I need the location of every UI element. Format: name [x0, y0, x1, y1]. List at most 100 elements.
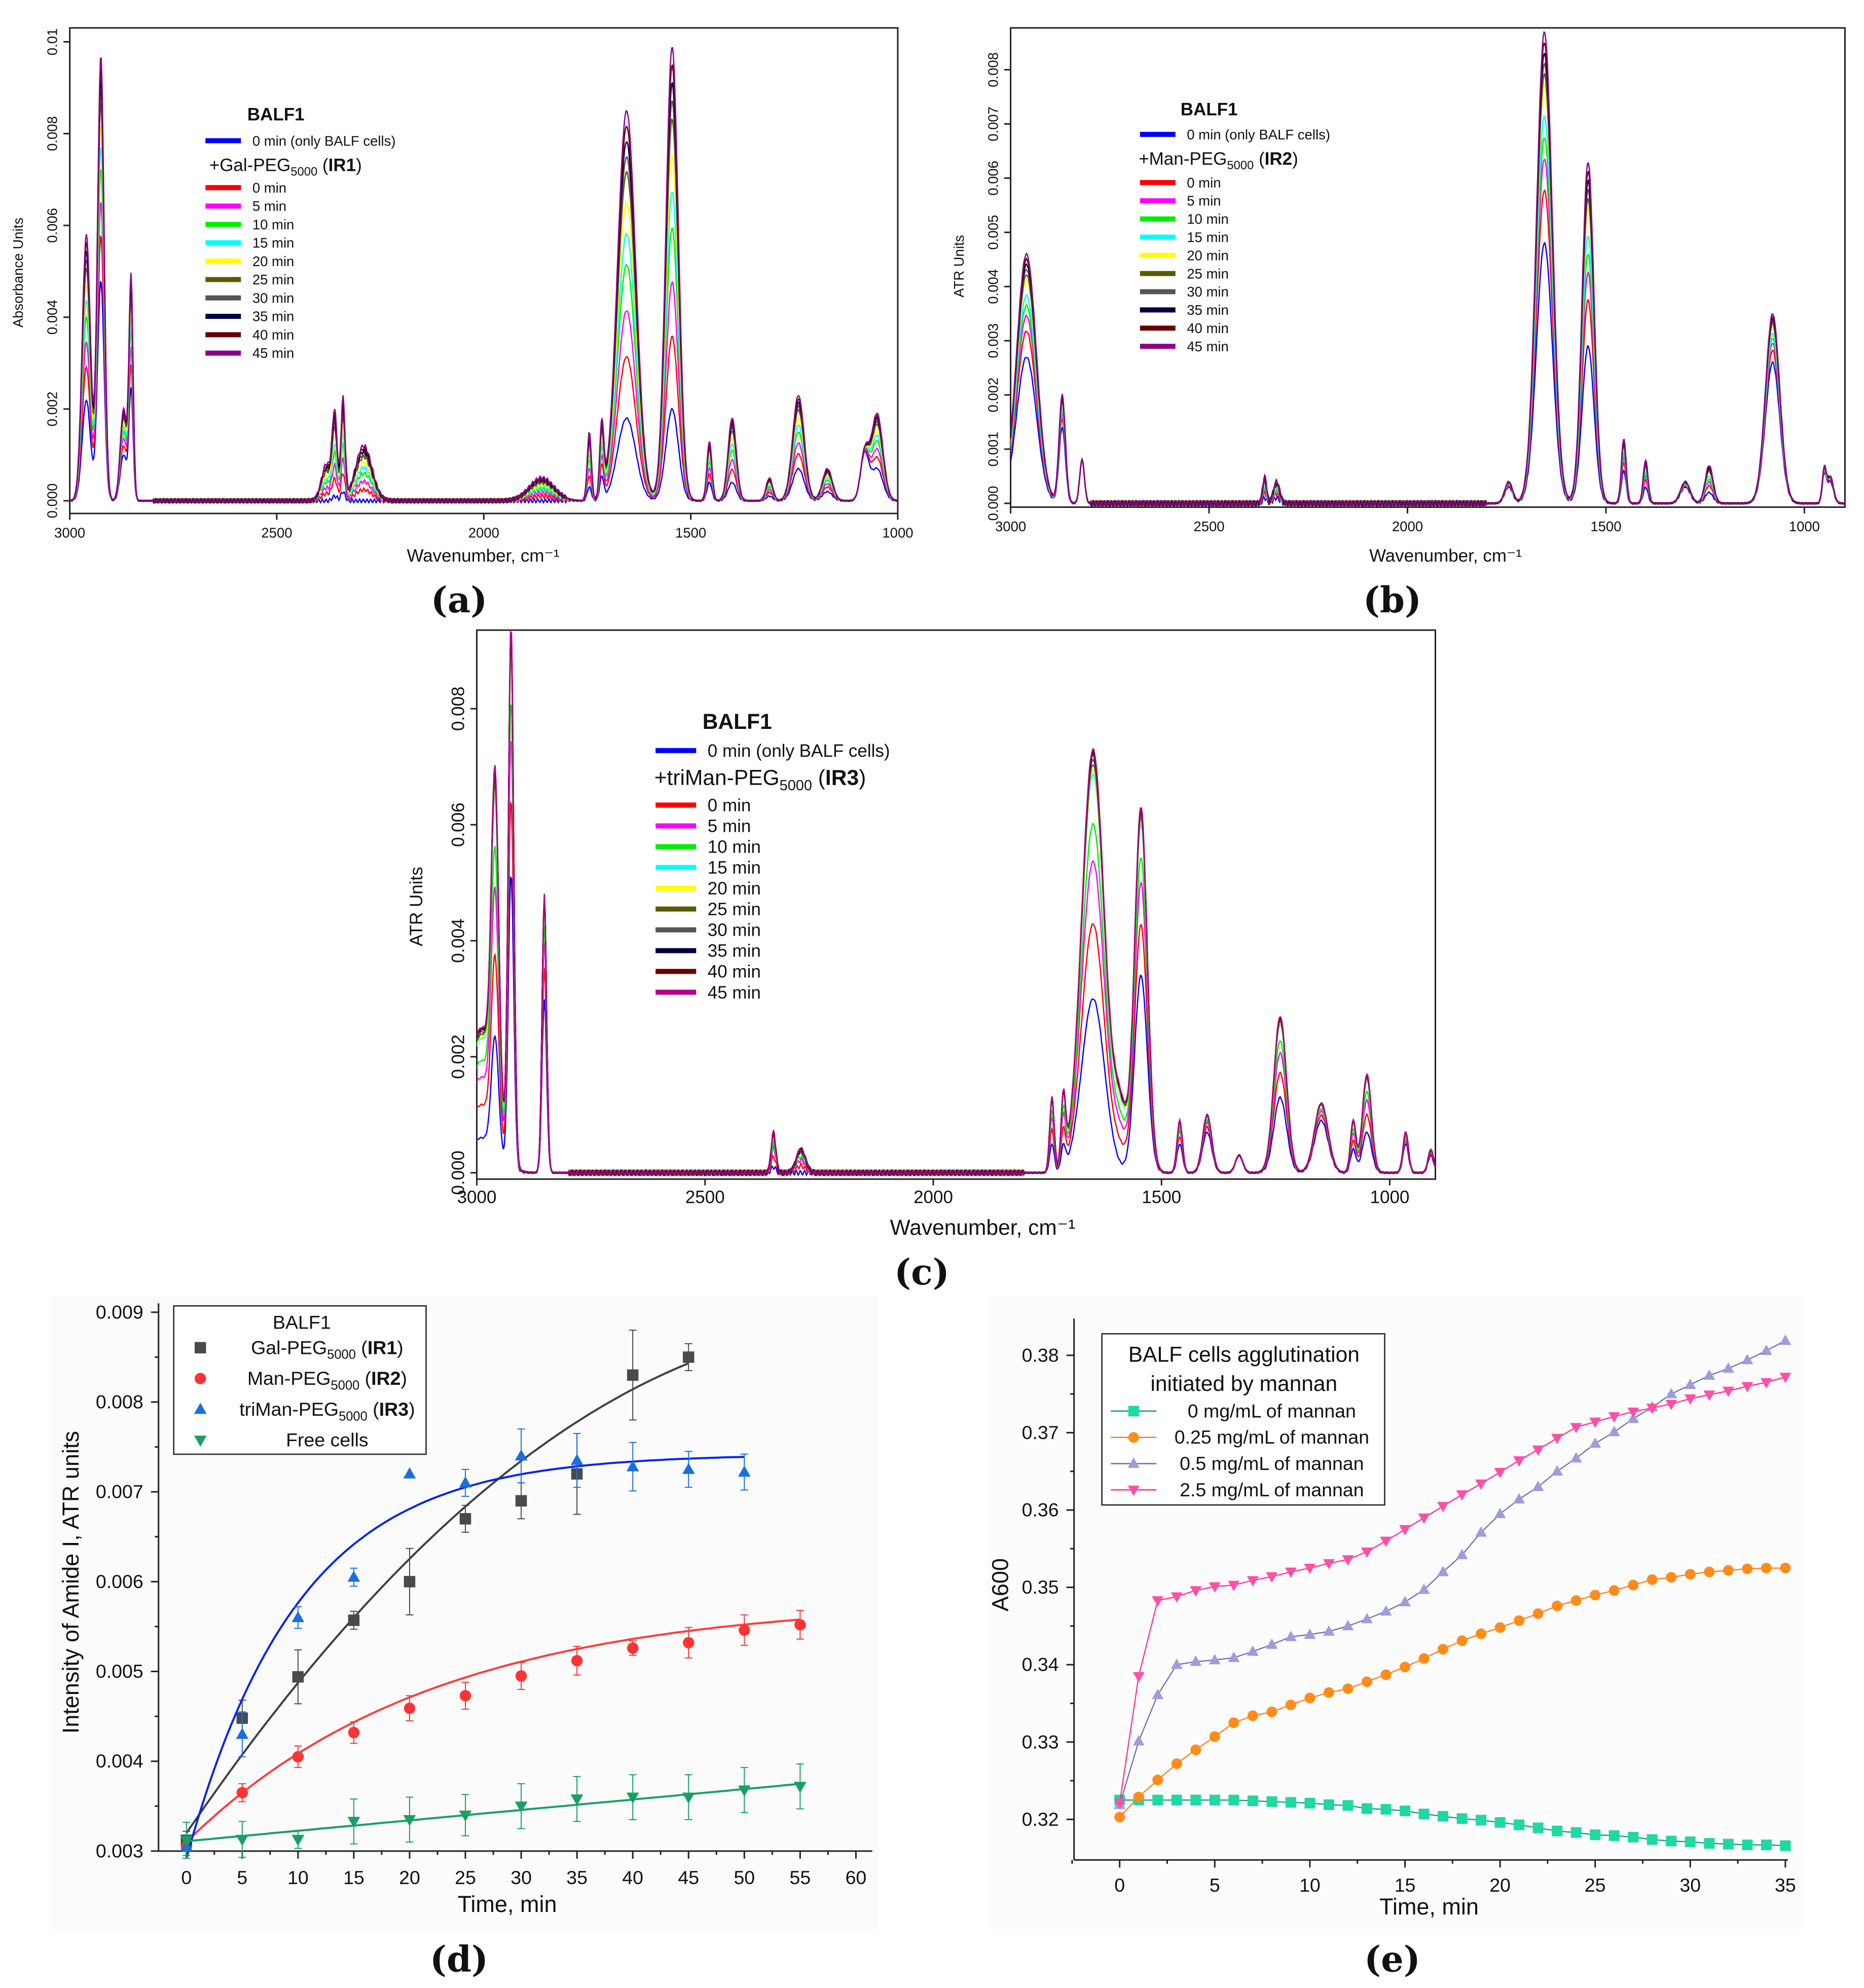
data-point [1228, 1717, 1239, 1728]
data-point [1780, 1562, 1791, 1573]
data-point [1456, 1549, 1468, 1559]
x-tick-label: 1500 [1590, 519, 1621, 534]
y-tick-label: 0.006 [45, 208, 60, 243]
data-point [1723, 1565, 1734, 1576]
data-point [626, 1792, 639, 1804]
data-point [1760, 1344, 1772, 1355]
data-point [1228, 1580, 1240, 1592]
x-tick-label: 2500 [261, 525, 292, 541]
data-point [1361, 1676, 1372, 1687]
data-point [1456, 1813, 1468, 1824]
legend-label: 35 min [1187, 302, 1229, 318]
data-point [1722, 1386, 1734, 1397]
text-span: 5000 [327, 1348, 356, 1362]
data-point [1228, 1651, 1240, 1662]
fit-curve [186, 1783, 800, 1843]
data-point [1494, 1507, 1506, 1519]
data-point [459, 1513, 471, 1525]
y-tick-label: 0.32 [1022, 1809, 1059, 1830]
legend-marker [1128, 1432, 1139, 1443]
y-tick-label: 0.006 [985, 161, 1001, 196]
data-point [1665, 1388, 1677, 1398]
data-point [1475, 1526, 1487, 1537]
data-point [1779, 1373, 1792, 1383]
data-point [1570, 1595, 1582, 1606]
legend-marker [194, 1435, 207, 1447]
legend-marker [195, 1373, 206, 1384]
data-point [1704, 1838, 1715, 1849]
text-span: Gal-PEG [251, 1337, 327, 1358]
spectrum-panel-a: 3000 2500 2000 1500 1000 0.000 0.002 0.004 0.006… [10, 27, 913, 566]
y-tick-label: 0.004 [449, 918, 468, 963]
x-tick-label: 55 [790, 1867, 811, 1888]
legend-label: Free cells [286, 1429, 369, 1451]
legend-group-header: +triMan-PEG5000 (IR3) [654, 766, 866, 794]
data-point [1114, 1812, 1125, 1823]
data-point [1171, 1758, 1182, 1769]
legend-label: 5 min [1187, 193, 1221, 209]
text-span: +Gal-PEG [209, 156, 290, 175]
data-point [1628, 1579, 1639, 1591]
text-span: ) [356, 156, 362, 175]
data-point [1209, 1582, 1221, 1593]
data-point [515, 1801, 528, 1813]
y-tick-label: 0.002 [45, 391, 60, 426]
data-point [1171, 1592, 1183, 1603]
plot-frame [476, 629, 1437, 1180]
y-axis-title: ATR Units [407, 867, 426, 946]
x-tick-label: 0 [181, 1867, 192, 1888]
panel-label-e: (e) [1364, 1938, 1420, 1980]
data-point [1570, 1452, 1582, 1463]
data-point [1780, 1840, 1791, 1851]
data-point [459, 1690, 471, 1702]
x-tick-label: 3000 [54, 525, 85, 541]
data-point [1741, 1382, 1753, 1392]
data-point [1570, 1423, 1582, 1433]
data-point [1361, 1548, 1373, 1558]
data-point [1133, 1791, 1144, 1802]
series-0 [180, 1330, 695, 1850]
legend-label: 5 min [708, 817, 751, 836]
legend-label: 15 min [252, 235, 295, 251]
series-0 [1114, 1794, 1791, 1851]
data-point [1266, 1706, 1277, 1717]
data-point [1152, 1688, 1164, 1700]
text-span: +triMan-PEG [654, 766, 780, 790]
legend-label: 30 min [1187, 284, 1229, 300]
data-point [1590, 1590, 1601, 1601]
text-span: IR3 [379, 1398, 409, 1420]
x-tick-label: 10 [287, 1867, 309, 1888]
data-point [1760, 1378, 1772, 1389]
data-point [1285, 1700, 1296, 1711]
data-point [1399, 1662, 1410, 1673]
text-span: IR3 [825, 766, 859, 790]
data-point [738, 1785, 751, 1797]
data-point [1247, 1710, 1258, 1721]
y-tick-label: 0.38 [1022, 1344, 1059, 1366]
legend-label: 20 min [252, 253, 295, 269]
data-point [1532, 1445, 1544, 1456]
x-tick-label: 2000 [913, 1188, 953, 1207]
data-point [794, 1619, 806, 1631]
x-tick-label: 2500 [685, 1188, 725, 1207]
data-point [1247, 1576, 1259, 1587]
data-point [1665, 1400, 1677, 1411]
data-point [1741, 1353, 1753, 1365]
data-point [1703, 1369, 1715, 1380]
data-point [1152, 1794, 1163, 1806]
x-tick-label: 1000 [1370, 1188, 1410, 1207]
y-tick-label: 0.008 [96, 1391, 143, 1413]
data-point [1399, 1596, 1411, 1606]
y-tick-label: 0.003 [96, 1840, 143, 1861]
data-point [1666, 1835, 1677, 1847]
data-point [1418, 1513, 1430, 1524]
data-point [1513, 1493, 1525, 1504]
y-tick-label: 0.36 [1022, 1499, 1059, 1521]
spectrum-panel-c: 3000 2500 2000 1500 1000 0.000 0.002 0.004 0.006… [407, 629, 1437, 1240]
data-point [1513, 1456, 1525, 1467]
data-point [1209, 1794, 1220, 1806]
data-point [1266, 1572, 1278, 1583]
data-point [1285, 1567, 1297, 1578]
panel-label-a: (a) [431, 579, 488, 621]
